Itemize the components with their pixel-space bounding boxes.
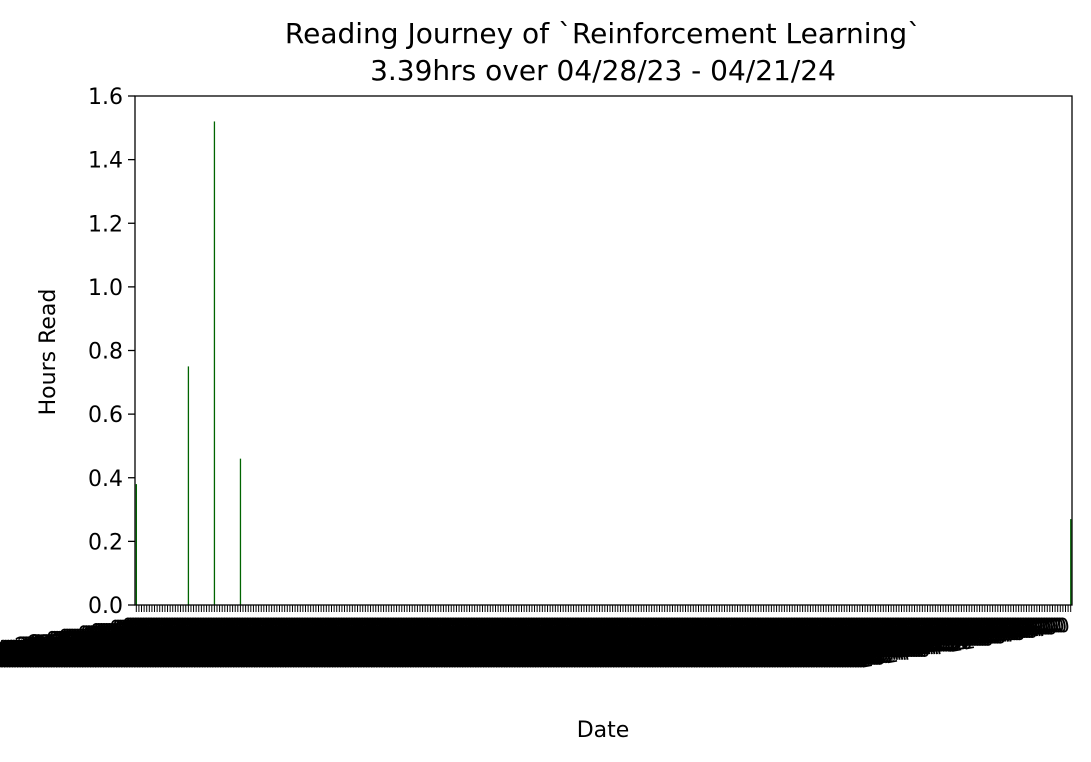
y-tick-label: 1.6 — [88, 85, 123, 110]
y-tick-label: 1.0 — [88, 276, 123, 301]
y-tick-label: 1.4 — [88, 149, 123, 174]
x-axis-label: Date — [577, 718, 630, 743]
bar — [1070, 519, 1072, 605]
x-axis-ticks — [135, 605, 1072, 612]
y-axis-label: Hours Read — [36, 289, 61, 416]
bar — [187, 366, 190, 605]
chart-title: Reading Journey of `Reinforcement Learni… — [285, 17, 921, 87]
y-tick-label: 0.4 — [88, 467, 123, 492]
y-tick-label: 0.8 — [88, 340, 123, 365]
y-axis-ticks: 0.0 0.2 0.4 0.6 0.8 1.0 1.2 1.4 1.6 — [88, 85, 135, 619]
bar — [213, 121, 216, 605]
y-tick-label: 0.2 — [88, 530, 123, 555]
y-tick-label: 1.2 — [88, 212, 123, 237]
y-tick-label: 0.0 — [88, 594, 123, 619]
chart-title-line: Reading Journey of `Reinforcement Learni… — [285, 17, 921, 50]
chart-subtitle-line: 3.39hrs over 04/28/23 - 04/21/24 — [370, 54, 836, 87]
bars — [135, 121, 1072, 605]
y-tick-label: 0.6 — [88, 403, 123, 428]
bar — [239, 458, 242, 605]
plot-frame — [134, 95, 1073, 606]
bar — [135, 484, 138, 605]
